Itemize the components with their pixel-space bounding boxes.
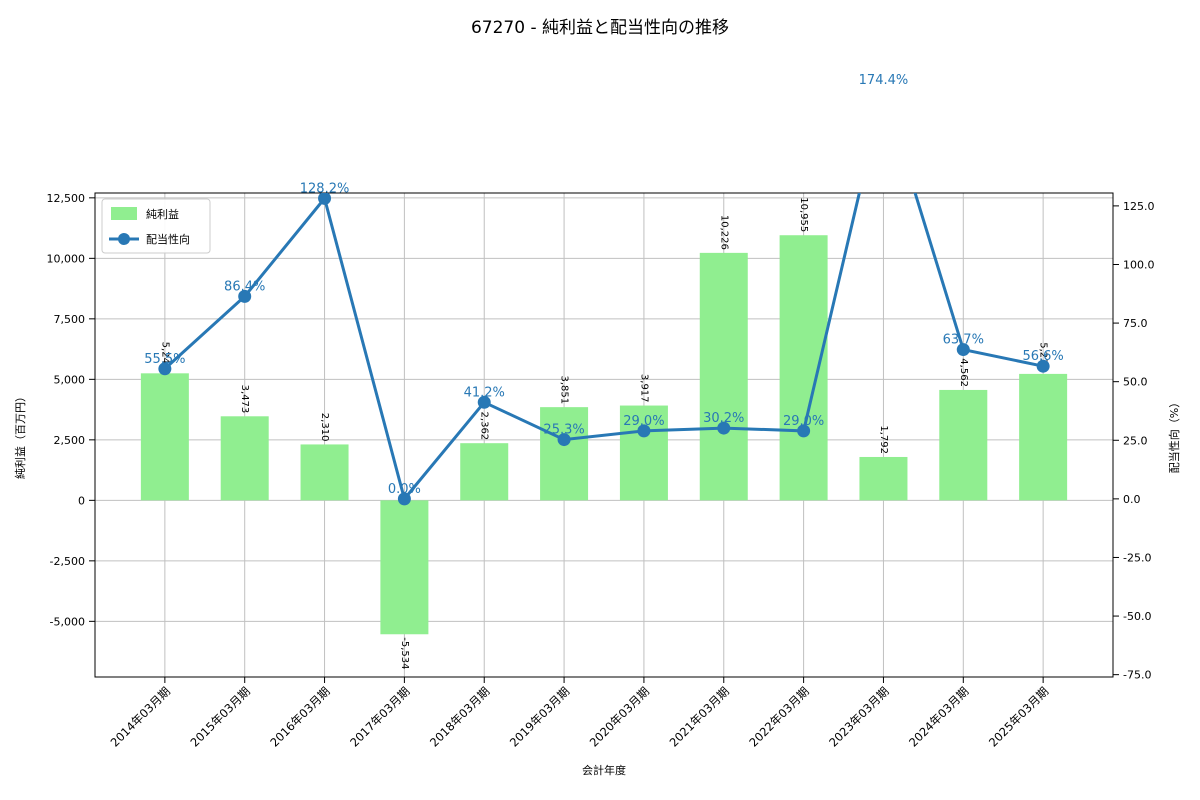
x-tick-label: 2019年03月期 <box>507 684 572 749</box>
dividend-marker <box>238 289 252 303</box>
plot-border <box>94 192 1114 678</box>
x-tick-label: 2017年03月期 <box>347 684 412 749</box>
dividend-value-label: 30.2% <box>703 411 744 426</box>
bar-value-label: 2,310 <box>319 413 330 442</box>
y-tick-label-right: 75.0 <box>1123 317 1148 330</box>
dividend-value-label: 86.4% <box>224 279 265 294</box>
y-tick-label-left: 12,500 <box>47 192 86 205</box>
bar-value-label: 10,226 <box>718 215 729 250</box>
y-tick-label-right: -75.0 <box>1123 669 1151 682</box>
dividend-marker <box>557 433 571 447</box>
x-tick-label: 2023年03月期 <box>826 684 891 749</box>
bar-value-label: 1,792 <box>878 425 889 454</box>
x-axis-label: 会計年度 <box>582 764 626 777</box>
dividend-value-label: 0.0% <box>388 482 421 497</box>
bar <box>939 389 988 501</box>
bar <box>779 235 828 501</box>
dividend-value-label: 63.7% <box>943 333 984 348</box>
x-tick-label: 2018年03月期 <box>427 684 492 749</box>
legend-marker <box>118 233 130 245</box>
x-tick-label: 2016年03月期 <box>267 684 332 749</box>
bar <box>619 405 668 501</box>
x-tick-label: 2022年03月期 <box>746 684 811 749</box>
bar-value-label: 3,917 <box>638 374 649 403</box>
dividend-value-label: 29.0% <box>623 414 664 429</box>
x-tick-label: 2025年03月期 <box>986 684 1051 749</box>
y-tick-label-right: 25.0 <box>1123 434 1148 447</box>
chart-title: 67270 - 純利益と配当性向の推移 <box>470 18 730 38</box>
y-tick-label-left: 0 <box>78 494 85 507</box>
x-tick-label: 2020年03月期 <box>587 684 652 749</box>
bar-value-label: 10,955 <box>798 197 809 232</box>
bar <box>699 252 748 501</box>
y-tick-label-right: 125.0 <box>1123 200 1155 213</box>
dividend-value-label: 174.4% <box>859 73 909 88</box>
y-tick-label-left: -2,500 <box>50 555 85 568</box>
bar-value-label: 3,851 <box>559 376 570 405</box>
dividend-value-label: 41.2% <box>464 385 505 400</box>
bar <box>140 373 189 501</box>
bar-value-label: 4,562 <box>958 358 969 387</box>
bar <box>300 444 349 501</box>
bar <box>859 456 908 501</box>
y-tick-label-right: 50.0 <box>1123 376 1148 389</box>
dividend-marker <box>477 395 491 409</box>
x-tick-label: 2015年03月期 <box>187 684 252 749</box>
y-tick-label-left: 7,500 <box>54 313 86 326</box>
dividend-marker <box>637 424 651 438</box>
dividend-value-label: 56.6% <box>1022 349 1063 364</box>
y-tick-label-left: 10,000 <box>47 252 86 265</box>
x-tick-label: 2024年03月期 <box>906 684 971 749</box>
dividend-marker <box>318 193 332 205</box>
dividend-marker <box>956 343 970 357</box>
dividend-value-label: 29.0% <box>783 414 824 429</box>
dividend-marker <box>797 424 811 438</box>
dividend-marker <box>397 492 411 506</box>
y-tick-label-right: -25.0 <box>1123 551 1151 564</box>
x-tick-label: 2014年03月期 <box>108 684 173 749</box>
dividend-marker <box>158 362 172 376</box>
bar <box>380 500 429 635</box>
y-tick-label-right: 100.0 <box>1123 258 1155 271</box>
dividend-marker <box>1036 359 1050 373</box>
bar <box>540 407 589 501</box>
y-tick-label-right: -50.0 <box>1123 610 1151 623</box>
bar-value-label: 5,249 <box>159 342 170 371</box>
bar-value-label: 3,473 <box>239 385 250 414</box>
bar-value-label: 2,362 <box>479 412 490 441</box>
legend-swatch-bar <box>111 207 137 220</box>
x-tick-label: 2021年03月期 <box>667 684 732 749</box>
dividend-marker <box>717 421 731 435</box>
bar <box>1019 373 1068 501</box>
bar-value-label: 5,225 <box>1038 342 1049 371</box>
dividend-value-label: 25.3% <box>543 423 584 438</box>
dividend-line <box>163 193 1044 503</box>
dividend-line-group <box>158 193 1050 506</box>
y-tick-label-right: 0.0 <box>1123 493 1141 506</box>
legend-label: 配当性向 <box>146 232 190 246</box>
dividend-value-label: 55.5% <box>144 352 185 367</box>
y-tick-label-left: 2,500 <box>54 434 86 447</box>
y-tick-label-left: -5,000 <box>50 615 85 628</box>
bar <box>460 443 509 501</box>
bar-value-label: -5,534 <box>399 637 410 669</box>
bar <box>220 416 269 501</box>
dividend-value-label: 128.2% <box>300 181 350 196</box>
legend-label: 純利益 <box>146 207 179 221</box>
y-tick-label-left: 5,000 <box>54 373 86 386</box>
